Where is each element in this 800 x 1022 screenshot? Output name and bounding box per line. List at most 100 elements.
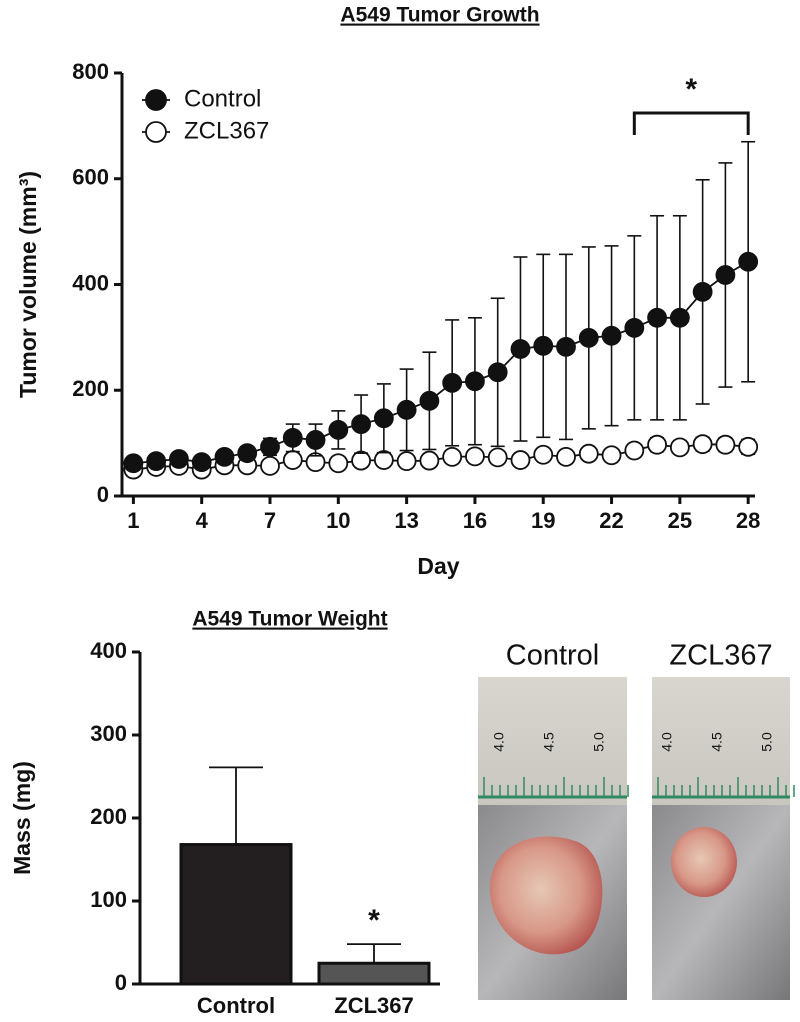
data-point [738, 251, 759, 272]
legend-marker [145, 121, 167, 143]
data-point [601, 445, 622, 466]
y-axis-label: Tumor volume (mm³) [15, 171, 41, 398]
significance-label: * [368, 904, 380, 937]
data-point [351, 450, 371, 471]
legend-label: ZCL367 [184, 117, 269, 144]
y-tick-label: 600 [72, 165, 109, 190]
x-tick-label: 7 [264, 508, 276, 533]
data-point [305, 430, 326, 450]
bar [317, 961, 431, 986]
x-tick-label: 22 [599, 508, 623, 533]
data-point [351, 414, 371, 434]
data-point [282, 450, 303, 470]
significance-bracket [632, 111, 750, 135]
x-axis-label: Day [417, 553, 459, 579]
ruler [478, 677, 627, 805]
y-tick-label: 0 [115, 970, 127, 995]
data-point [533, 444, 554, 465]
data-point [510, 450, 531, 470]
data-point [442, 446, 463, 467]
x-tick-label: 13 [394, 508, 418, 533]
data-point [373, 450, 394, 470]
ruler-label: 5.0 [759, 732, 775, 752]
data-point [510, 339, 531, 359]
ruler-label: 4.0 [659, 732, 675, 752]
data-point [669, 437, 690, 458]
data-point [260, 436, 280, 457]
data-point [214, 446, 235, 467]
data-point [578, 443, 599, 464]
x-tick-label: ZCL367 [334, 993, 413, 1018]
y-tick-label: 0 [97, 482, 109, 507]
data-point [146, 451, 167, 472]
x-tick-label: 10 [326, 508, 350, 533]
data-point [419, 450, 440, 471]
data-point [738, 436, 759, 457]
y-tick-label: 300 [90, 721, 127, 746]
data-point [260, 455, 280, 476]
photo: 4.0 4.5 5.0 [478, 677, 629, 1000]
data-point [647, 434, 667, 455]
ruler-label: 4.5 [541, 732, 557, 752]
y-tick-label: 200 [72, 376, 109, 401]
data-point [556, 446, 576, 467]
y-tick-label: 400 [90, 638, 127, 663]
data-point [237, 443, 258, 464]
tumor [489, 836, 603, 955]
data-point [169, 449, 189, 469]
x-tick-label: 4 [196, 508, 209, 533]
x-tick-label: 28 [736, 508, 760, 533]
data-point [556, 336, 576, 357]
ruler-label: 4.0 [491, 732, 507, 752]
ruler-label: 5.0 [591, 732, 607, 752]
x-tick-label: 25 [668, 508, 692, 533]
y-tick-label: 400 [72, 270, 109, 295]
data-point [328, 453, 349, 474]
tumor [671, 827, 737, 897]
data-point [465, 371, 485, 392]
series-line [133, 443, 749, 471]
data-point [578, 328, 599, 348]
data-point [692, 434, 713, 455]
ruler [652, 677, 790, 805]
data-point [487, 362, 508, 383]
data-point [624, 317, 645, 338]
chart-title: A549 Tumor Growth [340, 4, 539, 27]
ruler-label: 4.5 [709, 732, 725, 752]
data-point [692, 282, 713, 302]
data-point [419, 390, 440, 411]
data-point [533, 335, 554, 356]
bar [179, 843, 293, 986]
data-point [123, 453, 144, 474]
data-point [191, 452, 212, 473]
y-tick-label: 100 [90, 887, 127, 912]
chart-title: A549 Tumor Weight [192, 608, 387, 631]
data-point [396, 399, 417, 420]
data-point [669, 307, 690, 328]
y-axis-label: Mass (mg) [9, 761, 35, 875]
data-point [396, 451, 417, 472]
x-tick-label: 19 [531, 508, 555, 533]
data-point [647, 307, 667, 328]
y-tick-label: 800 [72, 59, 109, 84]
data-point [465, 446, 485, 467]
data-point [373, 408, 394, 429]
photo-caption: ZCL367 [669, 640, 772, 672]
data-point [328, 420, 349, 440]
data-point [601, 325, 622, 346]
y-tick-label: 200 [90, 804, 127, 829]
legend-marker [145, 89, 167, 111]
series-line [133, 260, 749, 465]
significance-label: * [685, 73, 697, 106]
photo-caption: Control [506, 640, 600, 672]
data-point [624, 440, 645, 461]
data-point [715, 434, 736, 455]
data-point [282, 427, 303, 448]
photo: 4.0 4.5 5.0 [652, 677, 795, 1000]
x-tick-label: 16 [463, 508, 487, 533]
data-point [715, 265, 736, 285]
data-point [487, 447, 508, 468]
x-tick-label: Control [197, 993, 275, 1018]
